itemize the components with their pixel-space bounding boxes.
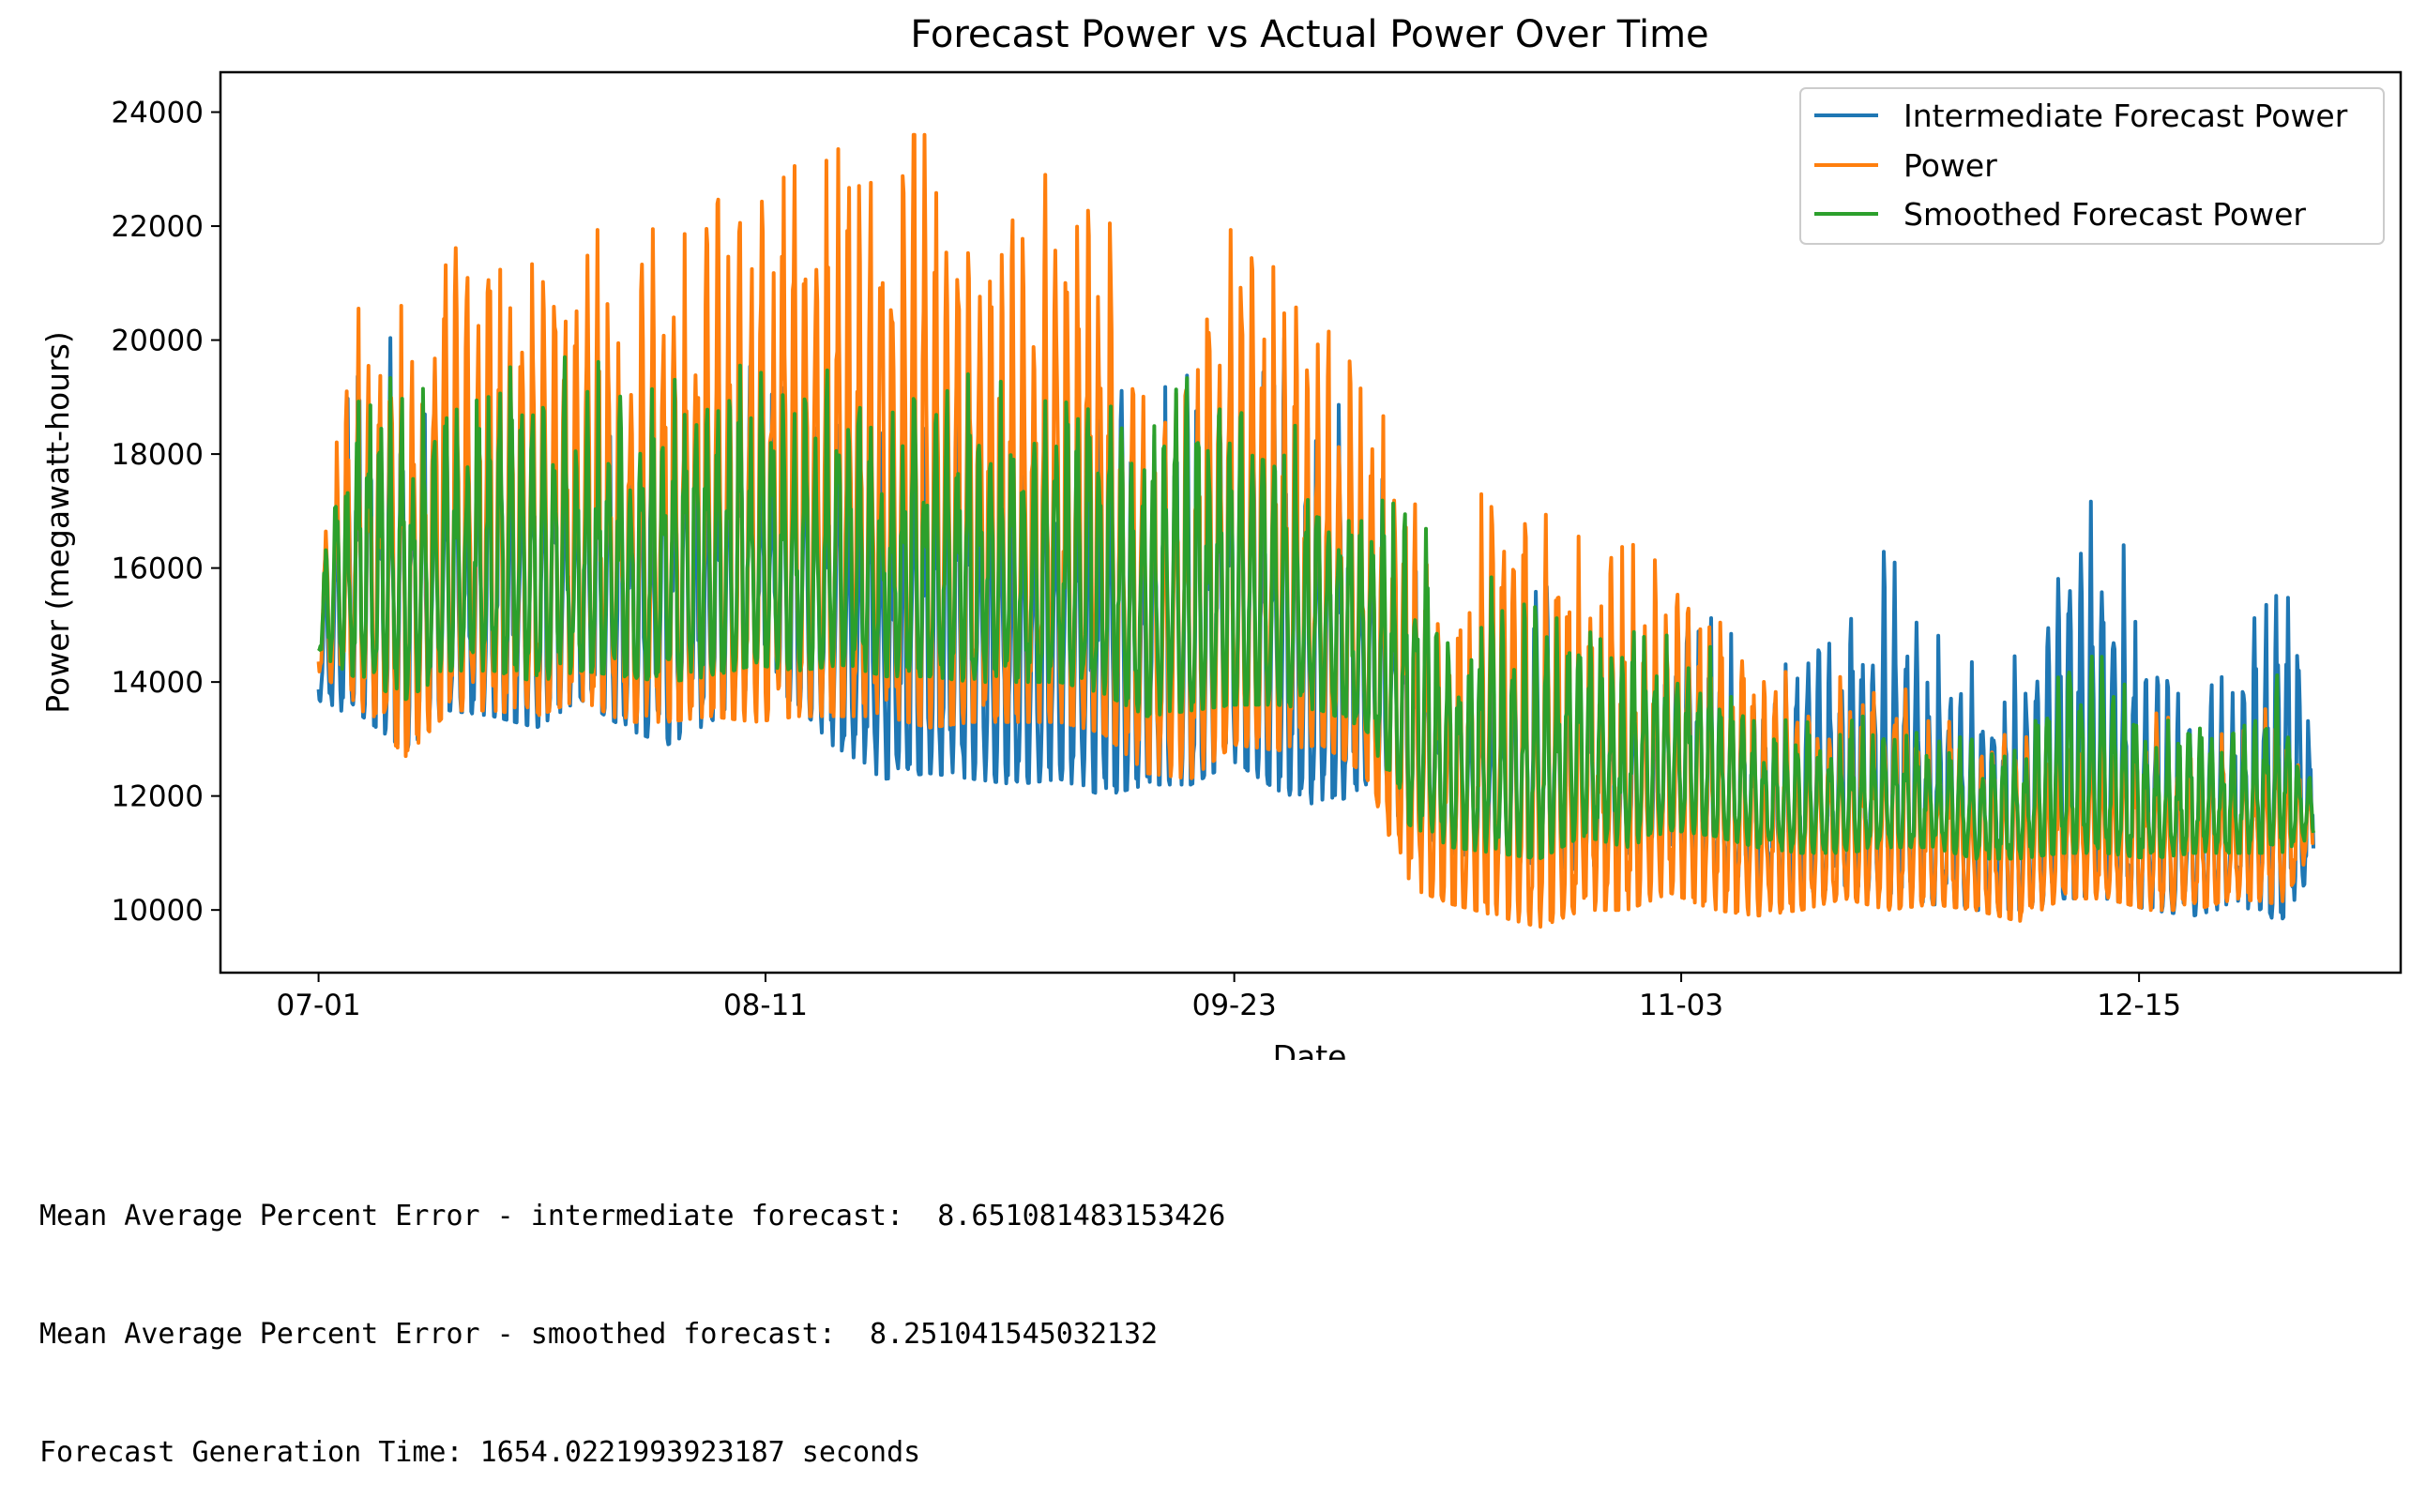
y-tick-label: 20000 <box>111 325 204 358</box>
generation-time-line: Forecast Generation Time: 1654.022199392… <box>39 1436 921 1469</box>
legend-label-intermediate: Intermediate Forecast Power <box>1903 98 2348 134</box>
legend-label-power: Power <box>1903 147 1997 184</box>
chart-title: Forecast Power vs Actual Power Over Time <box>910 13 1708 56</box>
x-tick-label: 08-11 <box>723 989 808 1022</box>
legend-box <box>1799 87 2385 245</box>
x-tick-label: 11-03 <box>1639 989 1723 1022</box>
series-layer <box>316 132 2315 929</box>
mape-smoothed-line: Mean Average Percent Error - smoothed fo… <box>39 1318 1159 1351</box>
line-chart: Forecast Power vs Actual Power Over Time… <box>39 13 2403 1060</box>
mape-intermediate-line: Mean Average Percent Error - intermediat… <box>39 1200 1226 1232</box>
console-output: Mean Average Percent Error - intermediat… <box>39 1118 1225 1512</box>
y-tick-label: 24000 <box>111 97 204 130</box>
axis-ticks: 07-01 08-11 09-23 11-03 12-15 10000 12000 14000… <box>111 97 2181 1022</box>
y-tick-label: 18000 <box>111 438 204 472</box>
series-line-smoothed-forecast <box>317 355 2315 861</box>
y-tick-label: 14000 <box>111 666 204 700</box>
x-tick-label: 12-15 <box>2097 989 2181 1022</box>
y-tick-label: 12000 <box>111 780 204 814</box>
legend: Intermediate Forecast Power Power Smooth… <box>1799 87 2385 245</box>
x-axis-label: Date <box>1273 1038 1347 1060</box>
y-tick-label: 22000 <box>111 210 204 244</box>
x-tick-label: 09-23 <box>1192 989 1277 1022</box>
y-axis-label: Power (megawatt-hours) <box>39 331 76 713</box>
x-tick-label: 07-01 <box>277 989 361 1022</box>
y-tick-label: 10000 <box>111 894 204 928</box>
y-tick-label: 16000 <box>111 552 204 586</box>
legend-label-smoothed: Smoothed Forecast Power <box>1903 196 2306 233</box>
